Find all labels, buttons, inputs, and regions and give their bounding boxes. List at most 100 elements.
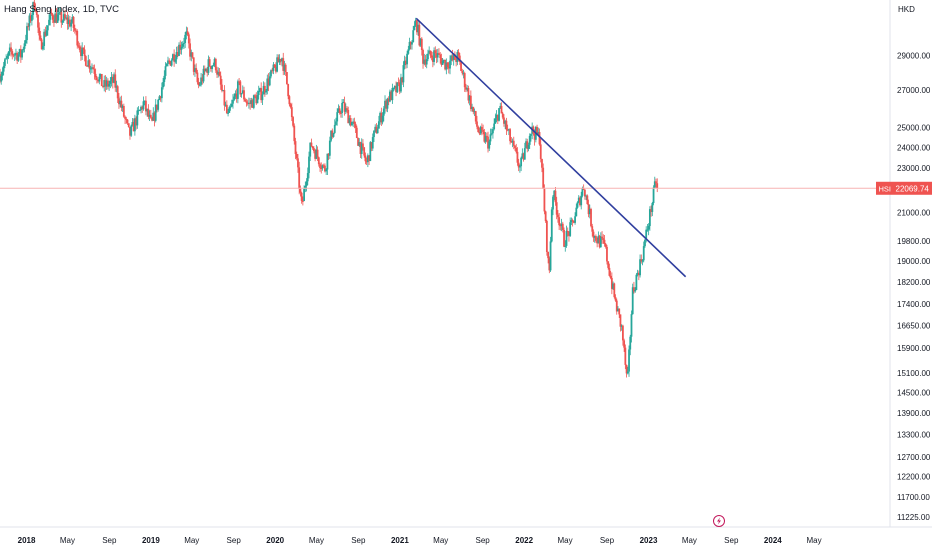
candle-body (102, 86, 104, 88)
candle-body (157, 99, 160, 110)
candle-body (639, 259, 641, 276)
candle-body (190, 52, 193, 57)
candle-body (370, 142, 373, 149)
candle-body (375, 126, 378, 134)
candle-body (559, 225, 562, 227)
candle-body (434, 50, 437, 54)
candle-body (116, 86, 119, 99)
candle-body (189, 43, 191, 57)
candle-body (527, 144, 530, 149)
candle-body (0, 75, 3, 82)
candle-body (26, 26, 28, 41)
candle-body (163, 75, 166, 83)
x-tick-label: May (184, 536, 199, 545)
candle-body (545, 221, 548, 252)
candle-body (192, 57, 195, 72)
candle-body (488, 141, 491, 149)
last-price-label-bg (893, 181, 932, 195)
candle-body (149, 114, 152, 118)
candle-body (196, 72, 199, 83)
candle-body (496, 114, 499, 121)
candle-body (175, 52, 178, 60)
currency-label: HKD (898, 5, 915, 14)
candle-body (623, 340, 626, 348)
candle-body (325, 169, 328, 172)
candle-body (480, 126, 483, 130)
candle-body (49, 12, 52, 20)
y-tick-label: 13300.00 (897, 431, 931, 440)
candle-body (180, 46, 183, 50)
candle-body (298, 167, 301, 189)
candle-body (458, 55, 461, 62)
candle-body (447, 67, 450, 69)
candle-body (552, 196, 554, 210)
candle-body (15, 53, 17, 55)
candle-body (646, 229, 649, 231)
candle-body (550, 209, 553, 242)
candle-body (516, 151, 519, 163)
candle-body (599, 236, 602, 248)
candle-body (240, 93, 243, 95)
candle-body (629, 336, 632, 350)
candle-body (324, 165, 326, 172)
candle-body (544, 211, 547, 222)
candle-body (38, 27, 41, 36)
candle-body (381, 115, 384, 123)
candle-body (357, 137, 359, 146)
candle-body (249, 102, 252, 105)
candle-body (278, 59, 281, 63)
candle-body (5, 58, 8, 60)
candle-body (652, 187, 655, 204)
candle-body (601, 236, 603, 239)
candle-body (81, 47, 84, 57)
candle-body (499, 105, 502, 109)
candle-body (95, 77, 98, 80)
candle-body (94, 73, 97, 78)
candle-body (28, 15, 31, 27)
candle-body (98, 76, 101, 82)
candle-body (427, 53, 429, 60)
candle-body (587, 204, 590, 215)
candle-body (577, 197, 580, 203)
candle-body (124, 116, 126, 119)
candle-body (194, 68, 196, 72)
candle-body (179, 44, 182, 50)
candle-body (77, 45, 80, 47)
candle-body (53, 19, 55, 23)
candle-body (608, 267, 611, 276)
candle-body (89, 68, 92, 70)
candle-body (32, 2, 35, 15)
candle-body (45, 30, 48, 36)
candle-body (360, 143, 363, 154)
candle-body (408, 41, 411, 50)
y-tick-label: 16650.00 (897, 321, 931, 330)
candle-body (522, 153, 525, 160)
candle-body (151, 117, 153, 121)
candle-body (438, 53, 440, 55)
candle-body (401, 77, 404, 83)
candle-body (309, 142, 312, 157)
candle-body (181, 43, 184, 47)
candle-body (11, 51, 14, 55)
candle-body (266, 78, 269, 91)
candle-body (308, 156, 310, 174)
candle-body (203, 68, 206, 72)
candle-body (548, 258, 551, 271)
candle-body (615, 300, 618, 312)
candle-body (467, 88, 470, 101)
candle-body (403, 60, 406, 66)
candle-body (103, 80, 106, 87)
candle-body (490, 133, 493, 135)
candle-body (6, 56, 9, 59)
candle-body (219, 75, 222, 85)
candle-body (243, 90, 245, 100)
x-tick-label: Sep (227, 536, 242, 545)
candle-body (195, 68, 198, 73)
candle-body (24, 40, 27, 44)
x-tick-label: Sep (102, 536, 117, 545)
candle-body (457, 52, 460, 56)
candle-body (119, 100, 122, 105)
candle-body (620, 325, 623, 327)
